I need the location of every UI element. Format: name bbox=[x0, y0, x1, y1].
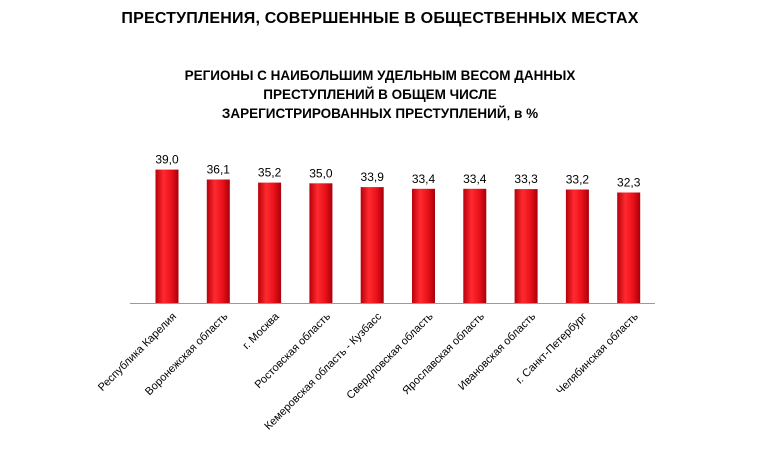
bar bbox=[309, 183, 333, 303]
bar bbox=[258, 182, 282, 303]
bar-value-label: 33,4 bbox=[412, 172, 436, 186]
bar-value-label: 33,3 bbox=[514, 172, 538, 186]
bar bbox=[565, 189, 589, 303]
category-label: г. Москва bbox=[240, 310, 282, 352]
bar-value-label: 35,0 bbox=[309, 166, 333, 180]
bar bbox=[412, 188, 435, 303]
bar-value-label: 32,3 bbox=[617, 176, 641, 190]
category-label: Свердловская область bbox=[345, 310, 436, 401]
bar-value-label: 36,1 bbox=[207, 163, 231, 177]
chart-title-line-2: ПРЕСТУПЛЕНИЙ В ОБЩЕМ ЧИСЛЕ bbox=[263, 87, 497, 102]
bar bbox=[360, 187, 384, 303]
chart-title: РЕГИОНЫ С НАИБОЛЬШИМ УДЕЛЬНЫМ ВЕСОМ ДАНН… bbox=[130, 66, 630, 123]
bar-value-label: 39,0 bbox=[155, 153, 179, 167]
bar bbox=[514, 189, 538, 303]
bar bbox=[206, 179, 230, 303]
bar-value-label: 35,2 bbox=[258, 166, 282, 180]
bar-value-label: 33,4 bbox=[463, 172, 487, 186]
page-title: ПРЕСТУПЛЕНИЯ, СОВЕРШЕННЫЕ В ОБЩЕСТВЕННЫХ… bbox=[121, 10, 639, 27]
bar bbox=[155, 169, 179, 303]
bar bbox=[617, 192, 641, 303]
bar-value-label: 33,9 bbox=[361, 170, 385, 184]
bar bbox=[463, 188, 487, 303]
bar-value-label: 33,2 bbox=[566, 173, 590, 187]
chart-title-line-1: РЕГИОНЫ С НАИБОЛЬШИМ УДЕЛЬНЫМ ВЕСОМ ДАНН… bbox=[184, 68, 576, 83]
chart-title-line-3: ЗАРЕГИСТРИРОВАННЫХ ПРЕСТУПЛЕНИЙ, в % bbox=[221, 106, 539, 121]
category-label: Воронежская область bbox=[143, 310, 231, 398]
